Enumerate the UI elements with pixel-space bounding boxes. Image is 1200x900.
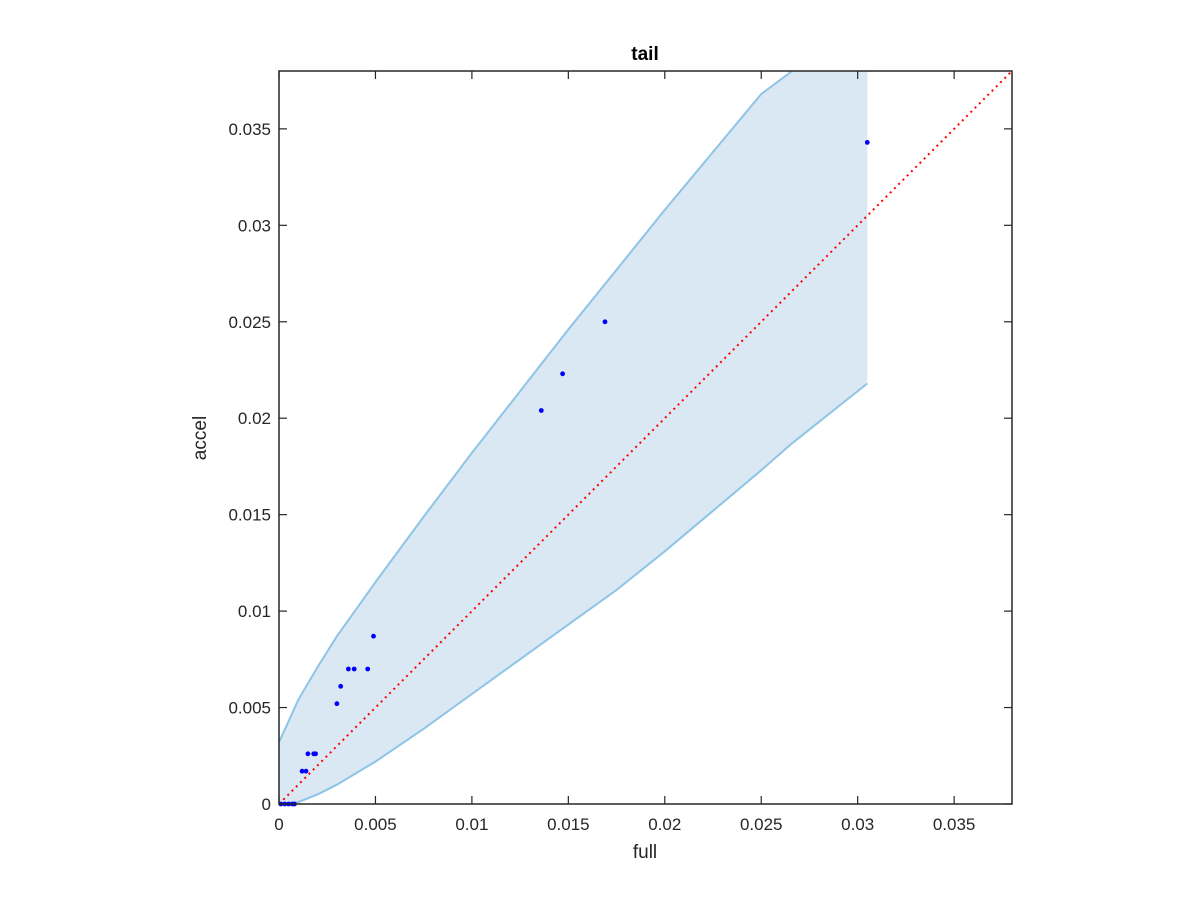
data-point — [346, 666, 351, 672]
x-axis-label: full — [633, 842, 657, 863]
data-point — [305, 751, 311, 757]
data-point — [303, 768, 309, 774]
x-tick-label: 0.015 — [547, 815, 590, 834]
x-tick-label: 0.025 — [740, 815, 783, 834]
y-tick-label: 0.03 — [238, 216, 271, 235]
data-point — [560, 371, 565, 377]
confidence-band-lower-edge — [278, 382, 868, 805]
data-point — [351, 666, 357, 672]
y-axis-ticks: 0 0.005 0.01 0.015 0.02 0.025 0.03 0.035 — [228, 120, 1012, 814]
data-point — [371, 633, 376, 639]
x-tick-label: 0.03 — [841, 815, 874, 834]
confidence-band-fill — [279, 71, 868, 804]
data-point — [299, 768, 305, 774]
axes-box — [278, 70, 1013, 805]
data-point — [538, 408, 544, 413]
plot-area — [278, 70, 1013, 807]
data-point — [365, 666, 371, 672]
confidence-band-upper-edge — [278, 70, 793, 743]
y-tick-label: 0.035 — [228, 120, 271, 139]
data-point — [602, 319, 608, 325]
data-point — [334, 701, 340, 707]
y-tick-label: 0.01 — [238, 602, 271, 621]
x-tick-label: 0.02 — [648, 815, 681, 834]
x-tick-label: 0.035 — [933, 815, 976, 834]
y-tick-label: 0.005 — [228, 699, 271, 718]
data-point — [864, 140, 870, 145]
data-point — [338, 683, 344, 689]
axes-frame — [278, 70, 1013, 805]
y-tick-label: 0 — [262, 795, 271, 814]
x-tick-label: 0 — [274, 815, 283, 834]
chart-title: tail — [631, 44, 658, 65]
x-axis-ticks: 0 0.005 0.01 0.015 0.02 0.025 0.03 0.035 — [274, 71, 975, 834]
y-axis-label: accel — [190, 416, 211, 460]
x-tick-label: 0.01 — [455, 815, 488, 834]
y-tick-label: 0.02 — [238, 409, 271, 428]
y-tick-label: 0.015 — [228, 506, 271, 525]
x-tick-label: 0.005 — [354, 815, 397, 834]
y-tick-label: 0.025 — [228, 313, 271, 332]
data-point — [313, 751, 318, 757]
